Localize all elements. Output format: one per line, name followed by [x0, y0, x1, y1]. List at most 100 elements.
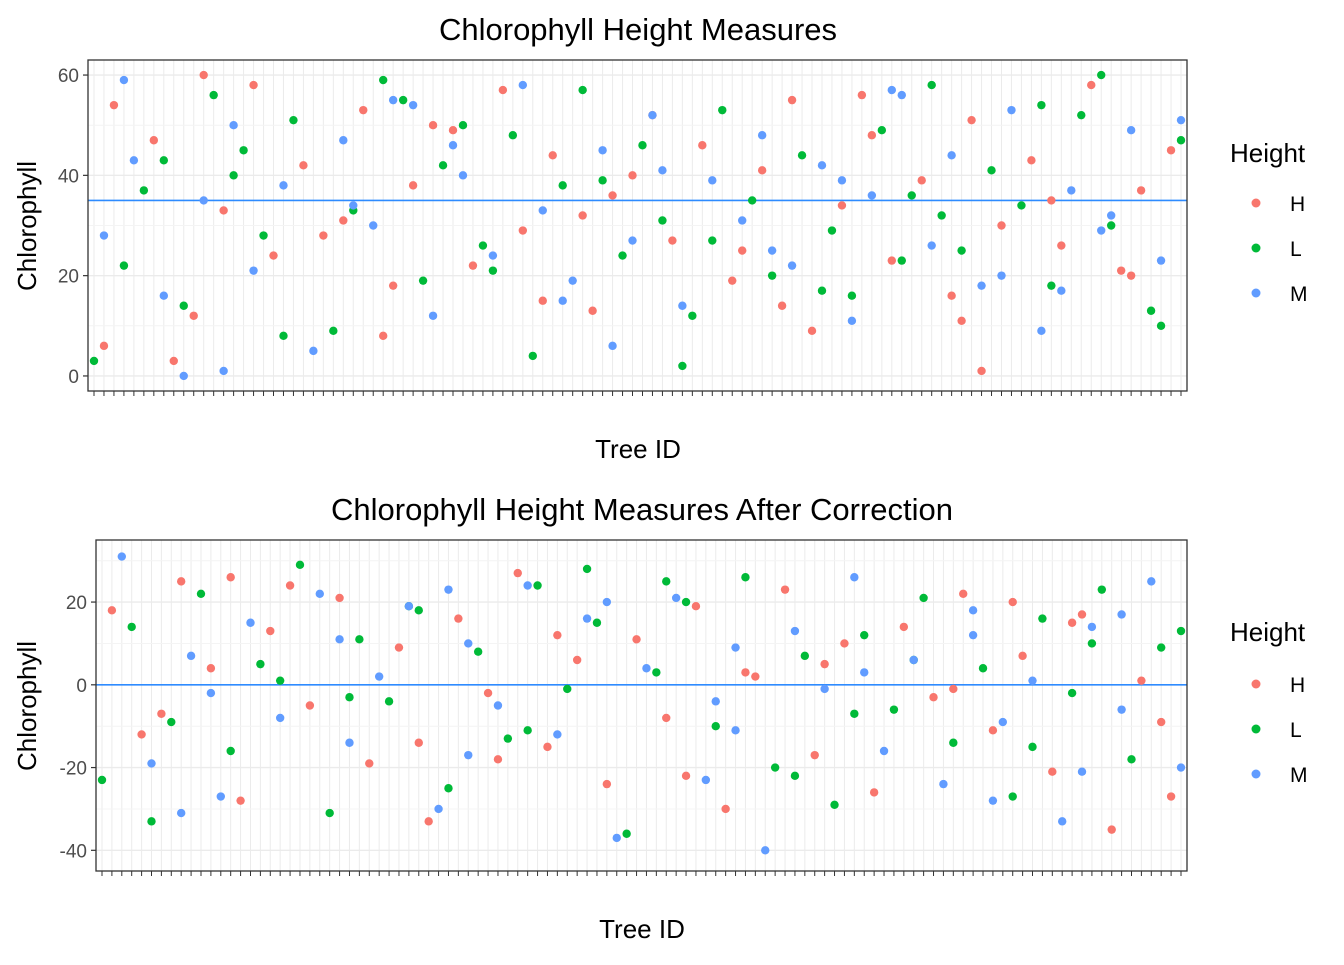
- legend-key-M: [1251, 769, 1261, 779]
- point-L: [1176, 626, 1186, 636]
- chart-2-y-axis: -40 -20 0 20: [60, 593, 96, 862]
- point-L: [289, 115, 298, 125]
- point-H: [738, 246, 747, 255]
- point-L: [978, 664, 988, 673]
- point-M: [349, 201, 358, 210]
- point-L: [1047, 281, 1056, 290]
- point-L: [1097, 70, 1106, 80]
- point-L: [1067, 688, 1077, 698]
- point-M: [434, 804, 443, 814]
- point-H: [628, 171, 637, 180]
- point-M: [997, 271, 1006, 280]
- point-H: [869, 788, 879, 797]
- point-H: [837, 201, 847, 210]
- point-H: [137, 730, 146, 739]
- point-L: [770, 763, 780, 772]
- point-H: [820, 659, 829, 669]
- point-H: [157, 709, 166, 718]
- point-M: [947, 151, 956, 160]
- point-H: [513, 568, 522, 578]
- point-L: [229, 171, 238, 180]
- point-H: [236, 796, 245, 805]
- point-M: [117, 552, 127, 561]
- point-H: [543, 742, 552, 752]
- point-L: [239, 146, 248, 155]
- point-L: [797, 151, 807, 160]
- point-M: [1028, 676, 1037, 685]
- point-M: [731, 726, 740, 735]
- point-H: [493, 755, 503, 764]
- point-L: [259, 231, 268, 240]
- legend-label-H: H: [1290, 674, 1305, 697]
- point-L: [444, 784, 453, 793]
- point-L: [355, 635, 364, 644]
- point-H: [1166, 792, 1176, 801]
- point-H: [305, 701, 315, 710]
- point-H: [751, 672, 760, 681]
- point-H: [810, 750, 819, 760]
- y-tick-label: 20: [58, 267, 79, 288]
- chart-panel-2: Chlorophyll Height Measures After Correc…: [12, 492, 1308, 944]
- point-H: [947, 291, 956, 300]
- chart-1-x-axis-ticks: [93, 391, 1182, 396]
- point-L: [147, 817, 156, 826]
- point-H: [1137, 676, 1146, 685]
- point-L: [790, 771, 800, 781]
- point-H: [99, 341, 109, 351]
- point-H: [149, 136, 159, 145]
- point-L: [847, 291, 857, 300]
- point-M: [731, 643, 740, 652]
- point-H: [578, 211, 587, 220]
- point-H: [957, 316, 966, 325]
- point-H: [608, 191, 617, 200]
- point-M: [538, 206, 547, 215]
- point-M: [488, 251, 498, 260]
- point-L: [927, 80, 936, 90]
- point-L: [478, 241, 488, 250]
- point-H: [1157, 717, 1166, 727]
- point-L: [159, 156, 169, 165]
- point-L: [275, 676, 285, 685]
- point-H: [698, 141, 707, 150]
- point-L: [508, 131, 518, 140]
- point-L: [89, 356, 99, 366]
- point-M: [847, 316, 857, 325]
- legend-label-H: H: [1290, 193, 1305, 216]
- point-L: [1037, 100, 1046, 110]
- point-M: [837, 176, 847, 185]
- y-tick-label: 0: [76, 676, 87, 697]
- point-M: [658, 166, 667, 175]
- point-M: [345, 738, 354, 747]
- point-M: [582, 614, 592, 623]
- point-M: [701, 775, 711, 785]
- point-L: [767, 271, 777, 280]
- point-L: [957, 246, 966, 255]
- point-H: [176, 577, 186, 586]
- point-M: [1058, 817, 1067, 826]
- point-H: [538, 296, 547, 305]
- point-M: [335, 635, 344, 644]
- point-M: [246, 618, 255, 627]
- point-M: [309, 346, 318, 356]
- point-H: [1048, 767, 1057, 776]
- chart-1-points: [89, 70, 1186, 381]
- chart-1-y-axis-title: Chlorophyll: [12, 161, 42, 291]
- point-H: [681, 771, 691, 781]
- y-tick-label: 40: [58, 166, 79, 187]
- point-H: [588, 306, 597, 315]
- point-M: [518, 80, 528, 90]
- point-H: [518, 226, 528, 235]
- point-H: [721, 804, 730, 814]
- legend-label-L: L: [1290, 719, 1302, 742]
- chart-2-legend: Height HLM: [1230, 617, 1308, 787]
- point-M: [119, 75, 129, 85]
- point-M: [1037, 326, 1046, 336]
- point-L: [226, 746, 235, 756]
- point-H: [189, 311, 198, 320]
- point-L: [708, 236, 717, 245]
- legend-label-M: M: [1290, 283, 1308, 306]
- point-M: [1067, 186, 1076, 195]
- point-L: [418, 276, 428, 285]
- legend-key-H: [1251, 198, 1261, 208]
- point-M: [1117, 610, 1126, 619]
